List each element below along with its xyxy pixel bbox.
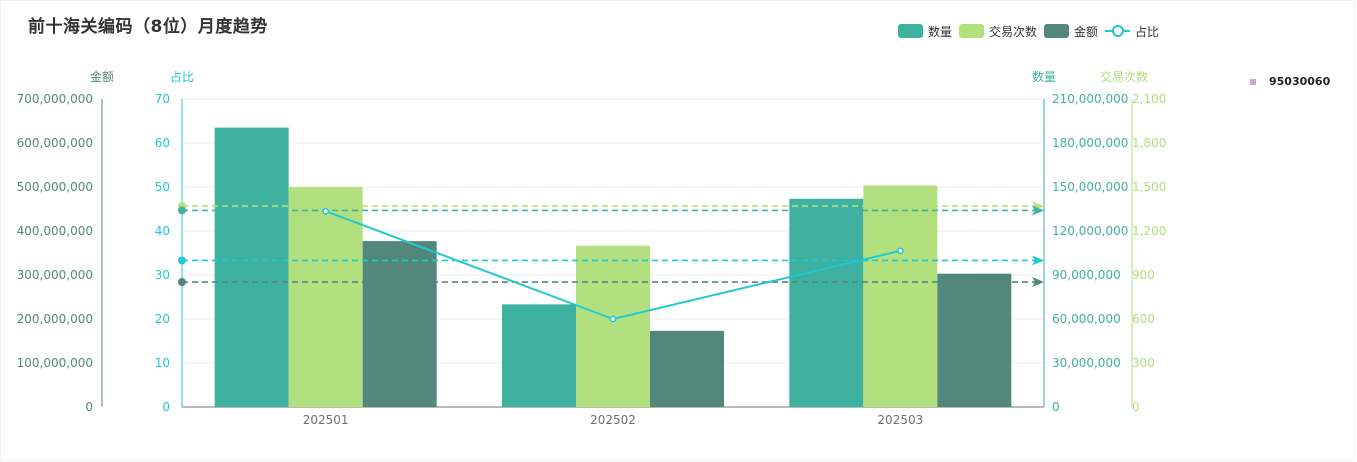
bar (362, 241, 437, 407)
bar (288, 187, 363, 407)
x-tick-label: 202502 (590, 413, 636, 427)
y-axis-title: 交易次数 (1100, 69, 1148, 84)
y-tick-label: 300 (1132, 356, 1155, 370)
side-legend-swatch (1250, 78, 1256, 85)
legend-item-transactions[interactable]: 交易次数 (959, 23, 1037, 40)
bar (502, 304, 576, 407)
y-tick-label: 500,000,000 (17, 180, 93, 194)
mark-line-start-dot (178, 278, 186, 287)
y-tick-label: 700,000,000 (17, 92, 93, 106)
y-tick-label: 1,200 (1132, 224, 1166, 238)
mark-line-arrow (1032, 205, 1044, 216)
y-tick-label: 20 (155, 312, 170, 326)
y-tick-label: 210,000,000 (1052, 92, 1128, 106)
y-tick-label: 100,000,000 (17, 356, 93, 370)
bar (863, 185, 938, 407)
legend-label-transactions: 交易次数 (989, 24, 1038, 39)
y-tick-label: 0 (85, 400, 93, 414)
y-tick-label: 2,100 (1132, 92, 1166, 106)
legend-item-share[interactable]: 占比 (1105, 23, 1159, 40)
bar (214, 127, 289, 407)
x-tick-label: 202503 (877, 413, 923, 427)
legend-label-amount: 金额 (1074, 24, 1099, 39)
y-tick-label: 120,000,000 (1052, 224, 1128, 238)
y-tick-label: 0 (162, 400, 170, 414)
y-tick-label: 1,500 (1132, 180, 1166, 194)
y-tick-label: 1,800 (1132, 136, 1166, 150)
legend-label-share: 占比 (1135, 24, 1160, 39)
legend-line-share-icon (1105, 24, 1131, 38)
y-tick-label: 300,000,000 (17, 268, 93, 282)
legend-swatch-transactions (959, 24, 985, 38)
chart-title: 前十海关编码（8位）月度趋势 (28, 17, 268, 37)
legend-swatch-amount (1044, 24, 1070, 38)
legend-item-amount[interactable]: 金额 (1044, 23, 1098, 40)
mark-line-start-dot (178, 206, 186, 215)
mark-line-start-dot (178, 256, 186, 265)
y-tick-label: 60,000,000 (1052, 312, 1121, 326)
legend-swatch-quantity (898, 24, 923, 38)
line-point (322, 207, 330, 215)
legend-item-quantity[interactable]: 数量 (898, 23, 952, 40)
y-tick-label: 10 (155, 356, 170, 370)
bar (937, 273, 1012, 407)
side-legend-item[interactable]: 95030060 (1250, 75, 1330, 88)
y-tick-label: 70 (155, 92, 170, 106)
y-tick-label: 0 (1132, 400, 1140, 414)
line-point (896, 247, 904, 255)
legend-label-quantity: 数量 (928, 24, 953, 39)
y-axis-title: 数量 (1032, 69, 1056, 84)
y-tick-label: 400,000,000 (17, 224, 93, 238)
y-axis-title: 金额 (90, 69, 114, 84)
y-tick-label: 40 (155, 224, 170, 238)
y-tick-label: 90,000,000 (1052, 268, 1121, 282)
y-tick-label: 150,000,000 (1052, 180, 1128, 194)
line-point (609, 315, 617, 323)
bar (789, 198, 864, 407)
side-legend-label: 95030060 (1269, 75, 1331, 88)
y-axis-title: 占比 (170, 69, 194, 84)
y-tick-label: 30,000,000 (1052, 356, 1121, 370)
y-tick-label: 200,000,000 (17, 312, 93, 326)
x-tick-label: 202501 (303, 413, 349, 427)
y-tick-label: 60 (155, 136, 170, 150)
legend: 数量 交易次数 金额 占比 (898, 23, 1166, 39)
mark-line-arrow (1032, 277, 1044, 288)
y-tick-label: 600 (1132, 312, 1155, 326)
y-tick-label: 50 (155, 180, 170, 194)
y-tick-label: 0 (1052, 400, 1060, 414)
bar (650, 330, 724, 407)
y-tick-label: 30 (155, 268, 170, 282)
y-tick-label: 180,000,000 (1052, 136, 1128, 150)
mark-line-arrow (1032, 255, 1044, 266)
y-tick-label: 600,000,000 (17, 136, 93, 150)
bar (576, 245, 650, 407)
y-tick-label: 900 (1132, 268, 1155, 282)
